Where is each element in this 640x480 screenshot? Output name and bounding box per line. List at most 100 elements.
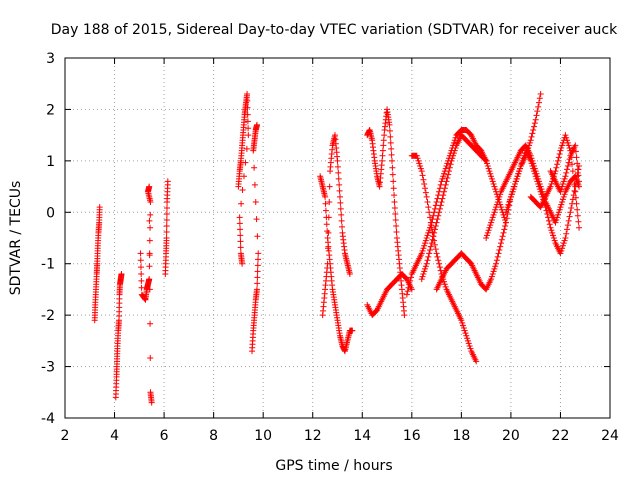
- data-point: [529, 130, 536, 137]
- data-point: [236, 220, 243, 227]
- data-point: [147, 211, 154, 218]
- data-point: [498, 240, 504, 247]
- data-point: [556, 206, 563, 213]
- data-point: [431, 241, 438, 248]
- data-point: [386, 121, 393, 128]
- y-tick-label: -1: [41, 257, 55, 273]
- data-point: [559, 196, 566, 203]
- data-point: [532, 173, 539, 180]
- data-point: [253, 121, 260, 128]
- data-point: [244, 111, 251, 118]
- data-point: [561, 175, 568, 182]
- x-tick-labels: 2 4 6 8 10 12 14 16 18 20 22 24: [61, 428, 619, 444]
- data-point: [337, 199, 344, 206]
- data-point: [527, 157, 534, 164]
- y-tick-label: 3: [46, 51, 55, 67]
- data-point: [346, 271, 353, 277]
- data-point: [566, 213, 573, 220]
- data-point: [512, 178, 519, 185]
- data-point: [437, 202, 444, 209]
- data-point: [427, 219, 434, 226]
- data-point: [244, 97, 251, 104]
- data-point: [491, 209, 498, 216]
- data-point: [452, 145, 459, 151]
- data-point: [533, 175, 540, 182]
- data-point: [487, 170, 494, 177]
- data-point: [443, 178, 450, 185]
- data-point: [518, 160, 525, 167]
- data-point: [339, 223, 346, 230]
- data-point: [467, 345, 474, 352]
- data-point: [565, 159, 572, 166]
- data-point: [427, 243, 434, 250]
- data-point: [146, 263, 153, 270]
- data-point: [573, 200, 580, 207]
- data-point: [138, 271, 145, 277]
- data-point: [441, 188, 448, 195]
- data-point: [393, 229, 400, 235]
- data-point: [322, 207, 329, 214]
- data-point: [571, 181, 578, 188]
- data-point: [325, 229, 332, 236]
- data-point: [254, 268, 261, 275]
- data-point: [336, 193, 343, 200]
- data-point: [422, 240, 429, 247]
- data-point: [405, 284, 412, 291]
- data-point: [322, 193, 329, 200]
- data-point: [535, 183, 542, 190]
- data-point: [420, 271, 427, 277]
- data-point: [460, 322, 467, 329]
- data-point: [239, 260, 246, 267]
- data-point: [488, 217, 495, 223]
- data-point: [238, 200, 245, 207]
- data-point: [564, 222, 571, 229]
- data-point: [141, 295, 148, 302]
- data-point: [389, 164, 396, 171]
- data-point: [336, 187, 343, 194]
- data-point: [544, 211, 551, 217]
- y-tick-label: -4: [41, 411, 55, 427]
- data-point: [255, 250, 262, 257]
- data-point: [554, 157, 561, 164]
- data-point: [243, 145, 250, 152]
- data-point: [490, 268, 497, 275]
- data-point: [419, 273, 426, 280]
- data-point: [464, 337, 471, 344]
- data-point: [483, 160, 490, 167]
- x-axis-label: GPS time / hours: [275, 458, 392, 474]
- data-point: [564, 163, 571, 169]
- data-point: [436, 260, 443, 267]
- x-tick-label: 6: [160, 428, 169, 444]
- data-point: [424, 232, 431, 239]
- data-point: [548, 227, 555, 234]
- data-point: [237, 238, 244, 245]
- data-point: [96, 204, 103, 211]
- axis-ticks: [64, 57, 611, 419]
- data-point: [505, 201, 512, 208]
- data-point: [415, 157, 422, 164]
- data-point: [563, 169, 570, 176]
- data-point: [242, 159, 249, 166]
- data-point: [510, 186, 517, 193]
- data-point: [534, 108, 541, 115]
- data-point: [529, 163, 536, 169]
- data-point: [426, 209, 433, 216]
- data-point: [379, 157, 386, 164]
- data-point: [498, 236, 505, 243]
- data-point: [516, 165, 523, 172]
- data-point: [432, 223, 439, 229]
- data-series: [91, 204, 103, 324]
- data-point: [146, 217, 153, 224]
- data-point: [418, 168, 425, 175]
- data-point: [530, 127, 537, 133]
- data-point: [429, 236, 436, 243]
- data-point: [487, 222, 494, 229]
- data-point: [426, 214, 433, 221]
- data-point: [547, 224, 554, 231]
- data-point: [548, 181, 555, 187]
- y-tick-label: 0: [46, 205, 55, 221]
- data-point: [419, 247, 426, 254]
- data-point: [252, 199, 259, 205]
- data-point: [389, 171, 396, 178]
